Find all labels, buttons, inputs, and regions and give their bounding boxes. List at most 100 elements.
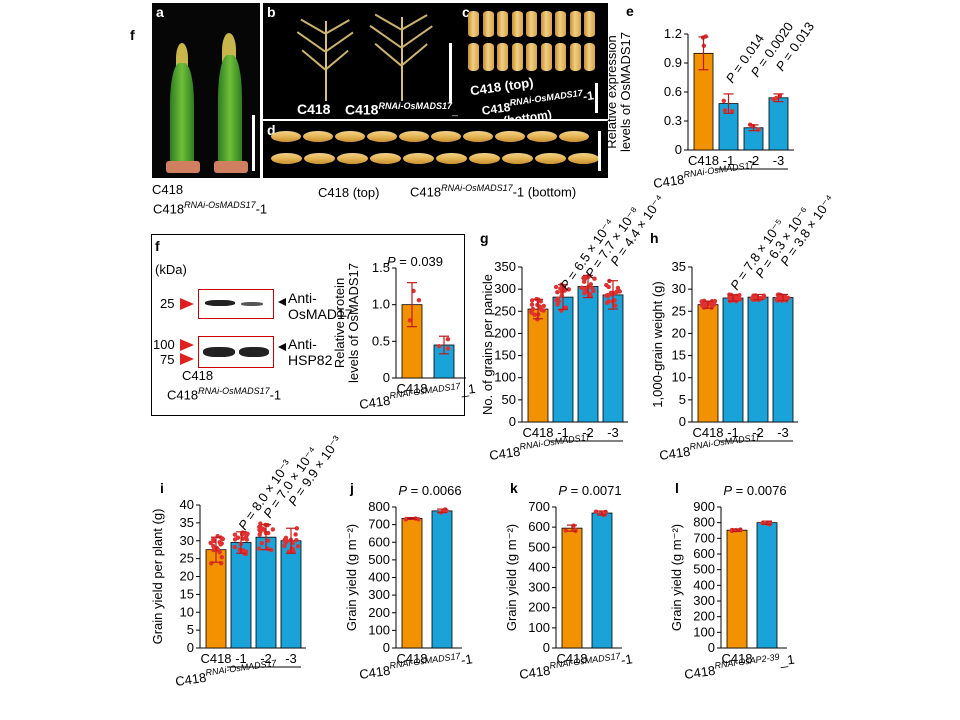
y-tick-label: 150: [494, 348, 516, 363]
chart-i: i 0 5 10 15 20 25 30 35 40 Grain yield per plant (…: [150, 432, 345, 689]
bar--2: [747, 296, 769, 423]
grain: [569, 11, 581, 37]
grain: [482, 11, 494, 37]
chart-e: e 0 0.3 0.6 0.9 1.2 Relative expression levels …: [604, 3, 817, 191]
y-tick-label: 100: [693, 624, 715, 639]
grain: [559, 131, 589, 142]
y-tick-label: 800: [693, 515, 715, 530]
blot-hsp82: [198, 336, 274, 368]
data-point: [211, 547, 216, 553]
chart-j: j 0 100 200 300 400 500 600 700 800 Grain yield (g…: [344, 480, 473, 682]
bar-C418RNAi-OsAP2-39-1: [756, 522, 778, 649]
p-value-label: P = 0.039: [387, 254, 443, 269]
blot-osmads17: [198, 289, 274, 319]
panel-a-caption-c418: C418: [152, 182, 184, 197]
y-tick-label: 700: [528, 499, 550, 514]
grain: [555, 43, 566, 71]
x-tick-label: -3: [777, 425, 789, 440]
data-point: [606, 299, 611, 304]
bar--3: [280, 540, 302, 649]
data-point: [290, 547, 296, 552]
y-tick-label: 300: [528, 580, 550, 595]
data-point: [605, 293, 610, 299]
panel-a-caption-rnai: C418RNAi-OsMADS17-1: [153, 200, 268, 217]
data-point: [436, 343, 442, 349]
data-point: [530, 306, 536, 312]
anti-arrow-1: [278, 298, 286, 306]
y-axis-label: Relative protein: [332, 278, 347, 368]
data-point: [266, 530, 271, 536]
grain: [502, 153, 533, 164]
marker-75: 75: [160, 352, 175, 367]
bar-C418: [527, 308, 549, 423]
grain: [511, 11, 523, 37]
y-tick-label: 100: [494, 370, 516, 385]
marker-100: 100: [153, 337, 175, 352]
data-point: [208, 540, 213, 546]
y-tick-label: 0: [509, 414, 516, 429]
grain: [463, 131, 493, 142]
x-tick-label: C418: [556, 651, 587, 666]
data-point: [269, 547, 274, 553]
data-point: [541, 308, 546, 313]
y-axis-label: Grain yield per plant (g): [150, 509, 165, 645]
panel-b-label: b: [267, 4, 276, 20]
bar-C418RNAi-OsMADS17-1: [431, 510, 453, 649]
y-axis-label: levels of OsMADS17: [346, 263, 361, 383]
x-tick-label: C418: [692, 425, 723, 440]
data-point: [211, 543, 216, 549]
data-point: [261, 527, 267, 532]
x-tick-label: C418: [688, 153, 719, 168]
x-tick-label: -1: [727, 425, 739, 440]
y-tick-label: 0: [543, 640, 550, 655]
scale-bar: [449, 43, 452, 103]
data-point: [737, 297, 743, 302]
x-tick-label: -1: [235, 651, 247, 666]
panel-f-frame: [151, 234, 465, 416]
y-tick-label: 300: [693, 593, 715, 608]
y-tick-label: 20: [672, 325, 686, 340]
y-tick-label: 350: [494, 259, 516, 274]
data-point: [295, 544, 301, 549]
data-point: [722, 108, 728, 113]
data-point: [216, 547, 221, 553]
y-tick-label: 0: [675, 142, 682, 157]
chart-h: h 0 5 10 15 20 25 30 35 1,000-grain weight (g) C41…: [650, 192, 837, 463]
y-axis-label: Grain yield (g m⁻²): [669, 524, 684, 631]
plant-rnai: [210, 33, 250, 163]
data-point: [256, 546, 262, 551]
y-tick-label: 0.9: [664, 55, 682, 70]
grain: [569, 43, 581, 71]
bar--2: [577, 286, 599, 423]
grain: [337, 153, 368, 164]
chart-k: k 0 100 200 300 400 500 600 700 Grain yield (g m⁻…: [504, 480, 633, 682]
grain: [526, 43, 537, 71]
y-axis-label: Grain yield (g m⁻²): [504, 524, 519, 631]
y-tick-label: 0: [708, 640, 715, 655]
panel-k-label: k: [510, 480, 518, 496]
y-tick-label: 300: [368, 587, 390, 602]
y-tick-label: 0: [187, 640, 194, 655]
data-point: [240, 536, 246, 541]
x-tick-label: -1: [557, 425, 569, 440]
data-point: [407, 318, 413, 323]
panel-b-rnai-label: C418RNAi-OsMADS17_1: [345, 101, 468, 118]
panel-g-label: g: [480, 230, 489, 246]
y-tick-label: 800: [368, 499, 390, 514]
data-point: [294, 538, 299, 543]
grain: [511, 43, 523, 71]
x-tick-label: -2: [748, 153, 760, 168]
data-point: [293, 532, 298, 537]
kda-label: (kDa): [155, 262, 187, 277]
y-tick-label: 200: [494, 325, 516, 340]
bar--3: [602, 294, 624, 423]
anti-arrow-2: [278, 343, 286, 351]
y-tick-label: 250: [494, 303, 516, 318]
grain: [527, 131, 557, 142]
data-point: [771, 97, 776, 102]
data-point: [265, 538, 271, 543]
grain: [497, 43, 508, 71]
y-tick-label: 15: [672, 348, 686, 363]
y-tick-label: 500: [368, 552, 390, 567]
